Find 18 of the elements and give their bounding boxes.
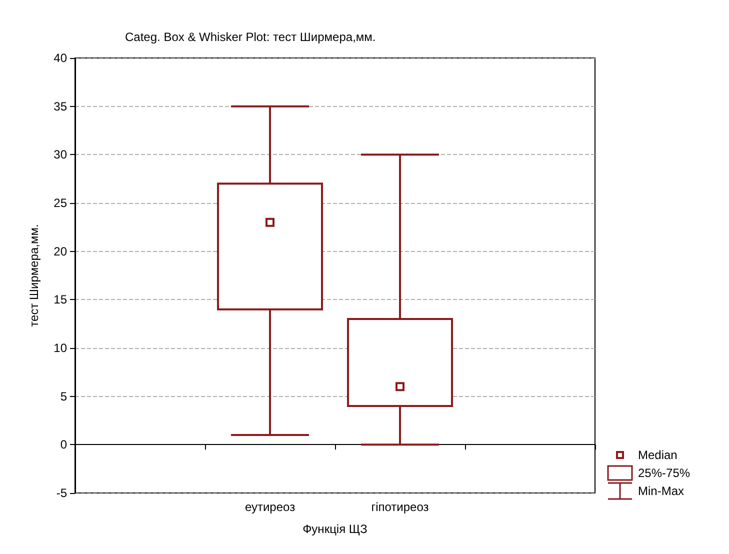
y-tick-label: 20 bbox=[54, 244, 68, 258]
text: Median bbox=[638, 448, 678, 462]
y-tick-label: 10 bbox=[54, 341, 68, 355]
y-tick-label: 25 bbox=[54, 196, 68, 210]
y-tick-label: 30 bbox=[54, 148, 68, 162]
y-tick-label: 35 bbox=[54, 99, 68, 114]
text: 25%-75% bbox=[638, 466, 690, 480]
y-tick-label: 40 bbox=[54, 51, 68, 65]
y-tick-label: 5 bbox=[60, 389, 68, 404]
y-tick-label: 0 bbox=[60, 438, 68, 452]
text: Min-Max bbox=[638, 484, 684, 498]
y-axis-title: тест Ширмера,мм. bbox=[27, 224, 41, 327]
x-axis-title: Функція ЩЗ bbox=[302, 522, 368, 536]
y-tick-label: -5 bbox=[56, 486, 68, 500]
y-tick-label: 15 bbox=[54, 292, 68, 307]
x-tick-label: еутиреоз bbox=[244, 500, 296, 514]
x-tick-label: гіпотиреоз bbox=[371, 500, 430, 514]
chart-title: Categ. Box & Whisker Plot: тест Ширмера,мм. bbox=[125, 30, 376, 44]
